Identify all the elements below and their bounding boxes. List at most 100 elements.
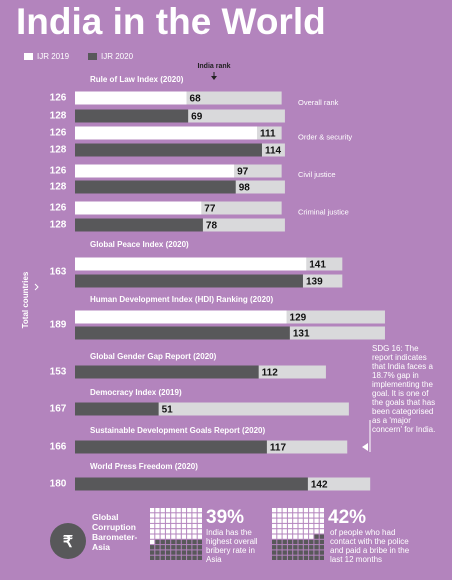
waffle-cell — [176, 545, 181, 550]
waffle-cell — [187, 518, 192, 523]
waffle-cell — [319, 534, 324, 539]
waffle-cell — [155, 545, 160, 550]
waffle-cell — [303, 529, 309, 534]
waffle-cell — [150, 508, 155, 513]
waffle-cell — [298, 534, 303, 539]
index-title: World Press Freedom (2020) — [90, 462, 198, 471]
waffle-cell — [165, 523, 171, 529]
waffle-cell — [176, 555, 181, 560]
waffle-cell — [272, 534, 277, 539]
waffle-cell — [314, 523, 319, 529]
total-countries: 166 — [50, 442, 67, 453]
waffle-cell — [298, 523, 303, 529]
waffle-cell — [309, 508, 314, 513]
waffle-cell — [150, 545, 155, 550]
waffle-cell — [165, 534, 171, 539]
waffle-cell — [187, 550, 192, 555]
rank-label: 78 — [206, 221, 218, 232]
waffle-cell — [150, 529, 155, 534]
waffle-cell — [293, 534, 298, 539]
rank-label: 97 — [237, 167, 249, 178]
waffle-cell — [287, 529, 293, 534]
waffle — [272, 508, 324, 560]
stat-value: 39% — [206, 507, 244, 528]
rank-bar — [75, 310, 287, 324]
row-label: Order & security — [298, 132, 352, 141]
waffle-cell — [309, 529, 314, 534]
waffle-cell — [277, 529, 282, 534]
rank-bar — [75, 257, 307, 271]
waffle-cell — [272, 508, 277, 513]
waffle-cell — [197, 518, 202, 523]
waffle-cell — [277, 513, 282, 518]
row-label: Criminal justice — [298, 207, 349, 216]
waffle-cell — [155, 523, 160, 529]
waffle-cell — [277, 508, 282, 513]
waffle-cell — [160, 523, 165, 529]
waffle-cell — [155, 539, 160, 545]
waffle-cell — [293, 513, 298, 518]
waffle-cell — [272, 539, 277, 545]
waffle-cell — [298, 545, 303, 550]
waffle-cell — [277, 555, 282, 560]
waffle-cell — [150, 523, 155, 529]
waffle-cell — [298, 529, 303, 534]
waffle-cell — [181, 539, 187, 545]
waffle-cell — [303, 539, 309, 545]
total-countries: 128 — [50, 145, 67, 156]
waffle-cell — [165, 518, 171, 523]
waffle-cell — [282, 550, 287, 555]
waffle-cell — [192, 529, 197, 534]
waffle-cell — [176, 550, 181, 555]
waffle-cell — [319, 545, 324, 550]
rank-bar — [75, 477, 308, 491]
rank-label: 139 — [306, 277, 323, 288]
waffle-cell — [192, 518, 197, 523]
waffle-cell — [319, 513, 324, 518]
rank-label: 68 — [190, 94, 202, 105]
note-arrow — [362, 443, 368, 451]
waffle-cell — [314, 513, 319, 518]
rank-label: 142 — [311, 480, 328, 491]
rank-bar — [75, 218, 203, 232]
arrow — [211, 76, 217, 80]
waffle-cell — [303, 513, 309, 518]
total-countries: 128 — [50, 220, 67, 231]
waffle-cell — [176, 513, 181, 518]
rank-label: 131 — [293, 329, 310, 340]
axis-label: India rank — [197, 63, 230, 70]
total-label: Total countries — [21, 271, 30, 328]
waffle-cell — [314, 545, 319, 550]
waffle-cell — [293, 539, 298, 545]
rank-bar — [75, 440, 267, 454]
waffle-cell — [150, 555, 155, 560]
index-title: Human Development Index (HDI) Ranking (2… — [90, 295, 273, 304]
waffle-cell — [197, 523, 202, 529]
waffle-cell — [165, 545, 171, 550]
money-bag-icon — [50, 523, 86, 559]
waffle-cell — [272, 529, 277, 534]
waffle-cell — [287, 508, 293, 513]
waffle-cell — [314, 550, 319, 555]
waffle-cell — [314, 529, 319, 534]
waffle-cell — [176, 534, 181, 539]
waffle-cell — [160, 550, 165, 555]
rank-label: 111 — [260, 129, 276, 140]
waffle-cell — [197, 529, 202, 534]
rank-bar — [75, 326, 290, 340]
waffle-cell — [160, 518, 165, 523]
waffle-cell — [197, 550, 202, 555]
note: SDG 16: The report indicates that India … — [372, 344, 436, 434]
index-title: Global Peace Index (2020) — [90, 240, 189, 249]
total-countries: 128 — [50, 182, 67, 193]
rank-bar — [75, 126, 258, 140]
waffle-cell — [319, 555, 324, 560]
total-countries: 180 — [50, 479, 67, 490]
index-title: Rule of Law Index (2020) — [90, 75, 184, 84]
waffle-cell — [282, 534, 287, 539]
waffle-cell — [181, 523, 187, 529]
footer-title: Global Corruption Barometer-Asia — [92, 512, 138, 552]
total-countries: 126 — [50, 93, 67, 104]
waffle-cell — [309, 555, 314, 560]
